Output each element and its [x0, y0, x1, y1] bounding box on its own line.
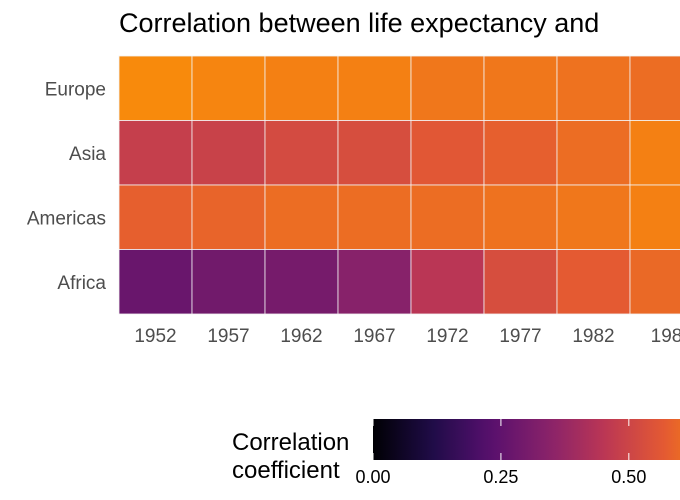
heatmap-cell [483, 55, 558, 121]
colorbar-title-line-1: Correlation [232, 429, 350, 456]
x-axis-label: 1962 [280, 326, 322, 347]
x-axis-labels: 1952 1957 1962 1967 1972 1977 1982 198 [134, 326, 680, 347]
heatmap-cell [118, 249, 193, 315]
y-axis-label: Europe [45, 79, 106, 100]
y-axis-label: Africa [57, 273, 106, 294]
colorbar-title: Correlation coefficient [232, 429, 349, 485]
heatmap-cell [629, 120, 680, 186]
heatmap-cell [483, 249, 558, 315]
colorbar-tick-label: 0.25 [483, 467, 518, 487]
colorbar: 0.00 0.25 0.50 [355, 419, 680, 487]
heatmap-cell [191, 249, 266, 315]
heatmap-cell [556, 55, 631, 121]
heatmap-cell [118, 55, 193, 121]
heatmap-cell [118, 120, 193, 186]
heatmap-cell [264, 120, 339, 186]
heatmap-cell [264, 249, 339, 315]
x-axis-label: 1972 [426, 326, 468, 347]
colorbar-gradient [373, 419, 680, 460]
y-axis-label: Asia [69, 144, 106, 165]
heatmap-cell [629, 184, 680, 250]
colorbar-tick-label: 0.50 [611, 467, 646, 487]
colorbar-tick-label: 0.00 [355, 467, 390, 487]
heatmap-cell [337, 120, 412, 186]
heatmap-cell [410, 55, 485, 121]
heatmap-cell [191, 55, 266, 121]
x-axis-label: 1952 [134, 326, 176, 347]
x-axis-label: 1977 [499, 326, 541, 347]
heatmap-cell [337, 55, 412, 121]
heatmap-cell [191, 120, 266, 186]
y-axis-labels: Europe Asia Americas Africa [27, 79, 107, 294]
heatmap-cell [191, 184, 266, 250]
heatmap-cell [337, 184, 412, 250]
y-axis-label: Americas [27, 208, 106, 229]
heatmap-cell [410, 249, 485, 315]
heatmap-cell [629, 55, 680, 121]
heatmap-cell [118, 184, 193, 250]
colorbar-title-line-2: coefficient [232, 457, 340, 484]
heatmap-cell [264, 55, 339, 121]
x-axis-label: 1982 [572, 326, 614, 347]
heatmap-cell [483, 120, 558, 186]
heatmap-cell [410, 120, 485, 186]
heatmap-cell [556, 120, 631, 186]
heatmap-cell [556, 249, 631, 315]
x-axis-label: 1957 [207, 326, 249, 347]
heatmap-cell [337, 249, 412, 315]
heatmap-cell [629, 249, 680, 315]
x-axis-label: 1967 [353, 326, 395, 347]
heatmap-cells [118, 55, 680, 315]
heatmap-cell [483, 184, 558, 250]
chart-title: Correlation between life expectancy and [119, 8, 600, 38]
heatmap-cell [410, 184, 485, 250]
x-axis-label: 198 [651, 326, 680, 347]
heatmap-cell [264, 184, 339, 250]
heatmap-cell [556, 184, 631, 250]
